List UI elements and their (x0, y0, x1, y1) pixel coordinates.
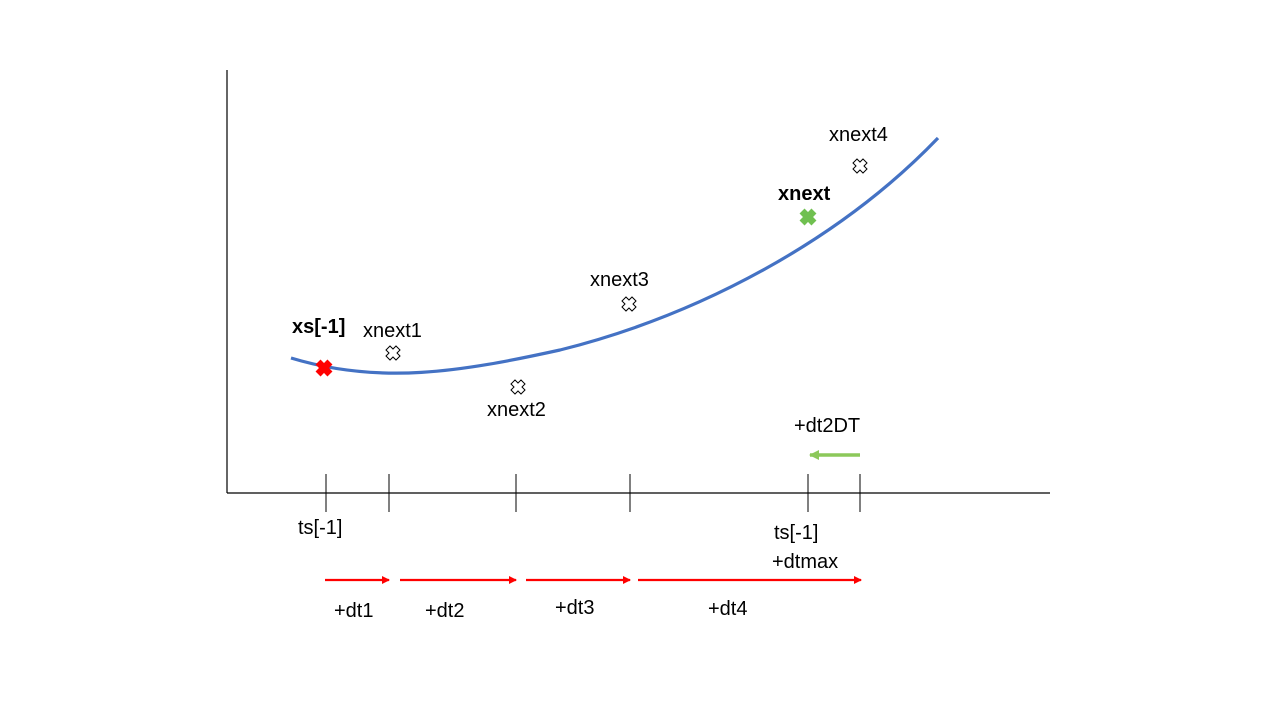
solution-curve (290, 136, 940, 375)
xnext2-label: xnext2 (487, 399, 546, 421)
start-point-label: xs[-1] (292, 316, 345, 338)
step-label-dt2: +dt2 (425, 600, 464, 622)
xnext3-marker (621, 296, 637, 312)
back-step-label: +dt2DT (794, 415, 860, 437)
ts-start-label: ts[-1] (298, 517, 342, 539)
xnext1-marker (385, 345, 401, 361)
xnext3-label: xnext3 (590, 269, 649, 291)
ts-end-label-line1: ts[-1] (774, 522, 818, 544)
ts-end-label-line2: +dtmax (772, 551, 838, 573)
accepted-point-marker (799, 208, 817, 226)
xnext1-label: xnext1 (363, 320, 422, 342)
xnext2-marker (510, 379, 526, 395)
step-label-dt4: +dt4 (708, 598, 747, 620)
xnext4-label: xnext4 (829, 124, 888, 146)
step-label-dt1: +dt1 (334, 600, 373, 622)
xnext4-marker (852, 158, 868, 174)
step-label-dt3: +dt3 (555, 597, 594, 619)
accepted-point-label: xnext (778, 183, 831, 205)
